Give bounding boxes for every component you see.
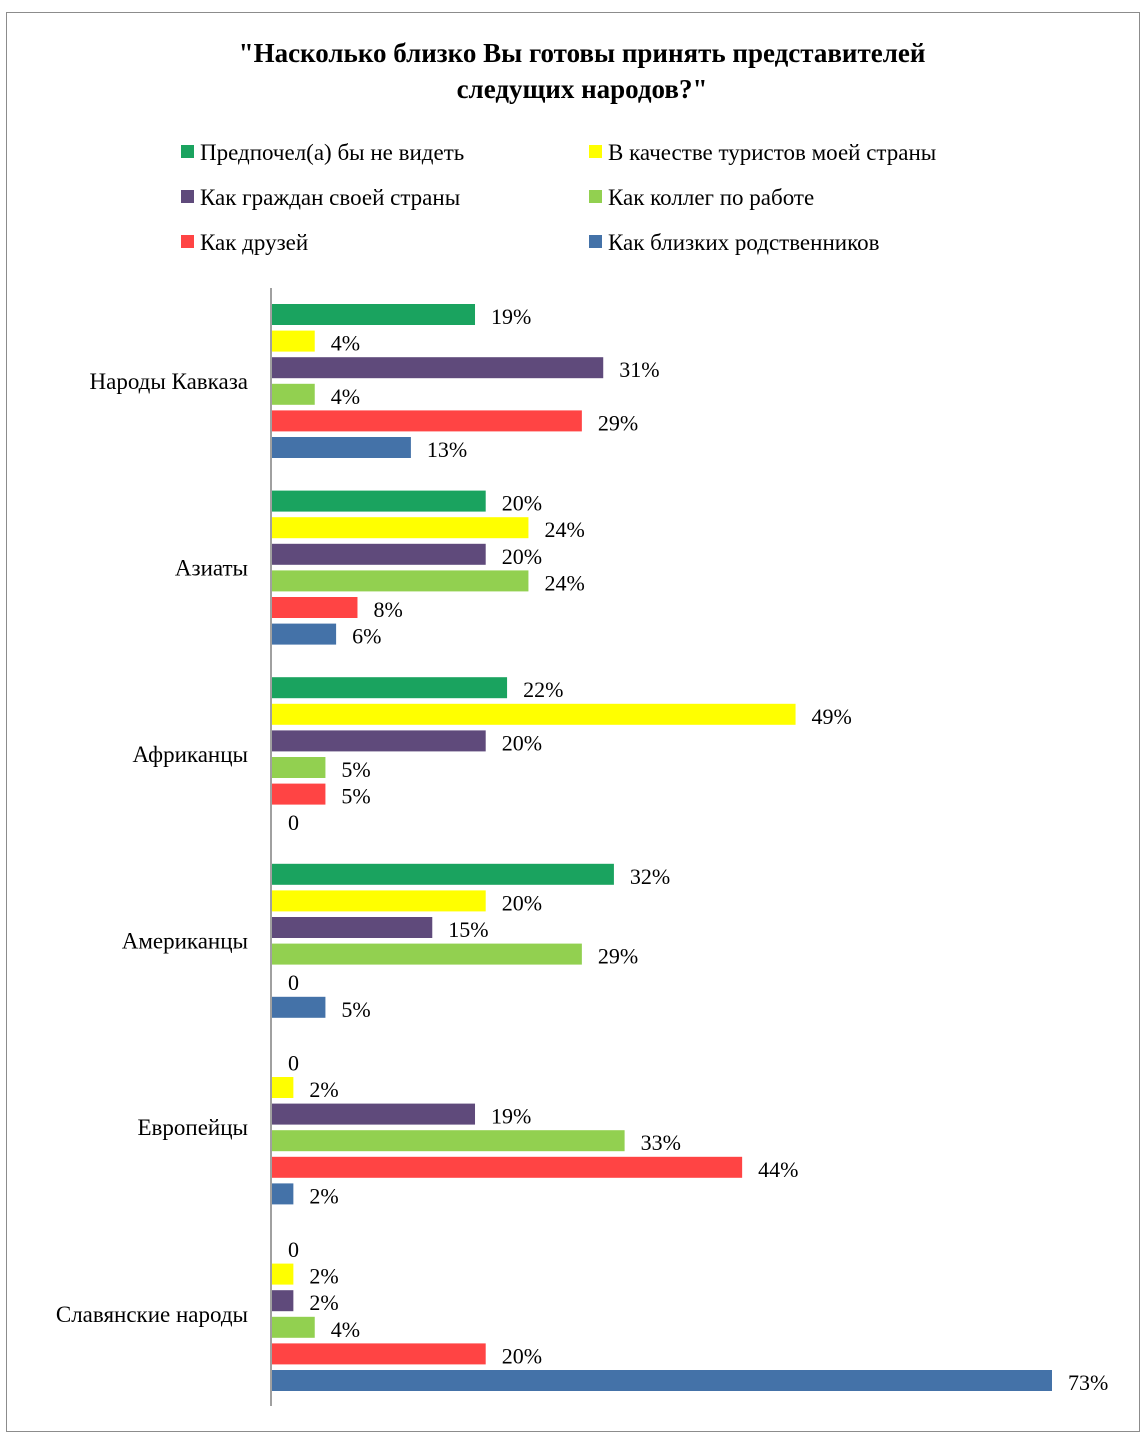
data-label-1-3: 31% <box>619 357 659 382</box>
category-label-2: Азиаты <box>175 555 248 580</box>
bar-2-6 <box>272 623 337 645</box>
bar-3-1 <box>272 677 508 699</box>
data-label-6-6: 73% <box>1068 1370 1108 1395</box>
data-label-5-5: 44% <box>758 1157 798 1182</box>
data-label-3-6: 0 <box>288 810 299 835</box>
bar-3-5 <box>272 783 326 805</box>
category-label-6: Славянские народы <box>56 1302 248 1327</box>
data-label-6-5: 20% <box>502 1343 542 1368</box>
bar-1-6 <box>272 437 411 458</box>
bar-6-4 <box>272 1316 315 1338</box>
data-label-6-3: 2% <box>309 1290 338 1315</box>
bar-1-5 <box>272 410 582 432</box>
legend-label-6: Как близких родственников <box>608 230 880 255</box>
data-label-4-1: 32% <box>630 864 670 889</box>
data-label-2-1: 20% <box>502 491 542 516</box>
bar-1-1 <box>272 304 476 325</box>
bar-2-3 <box>272 543 486 565</box>
bar-1-4 <box>272 383 315 405</box>
data-label-4-4: 29% <box>598 944 638 969</box>
data-label-4-6: 5% <box>341 997 370 1022</box>
category-label-5: Европейцы <box>138 1115 249 1140</box>
data-label-5-1: 0 <box>288 1050 299 1075</box>
data-label-5-6: 2% <box>309 1183 338 1208</box>
data-label-1-5: 29% <box>598 410 638 435</box>
data-label-4-2: 20% <box>502 890 542 915</box>
legend-label-4: Как коллег по работе <box>608 185 814 210</box>
category-label-3: Африканцы <box>132 742 248 767</box>
bar-6-5 <box>272 1343 486 1365</box>
data-label-1-1: 19% <box>491 304 531 329</box>
bar-5-6 <box>272 1183 294 1205</box>
data-label-4-3: 15% <box>448 917 488 942</box>
bar-2-4 <box>272 570 529 592</box>
bar-6-6 <box>272 1370 1052 1391</box>
legend-swatch-5 <box>181 235 194 248</box>
data-label-4-5: 0 <box>288 970 299 995</box>
bar-2-5 <box>272 597 358 618</box>
data-label-2-3: 20% <box>502 544 542 569</box>
bar-6-3 <box>272 1290 294 1312</box>
category-label-1: Народы Кавказа <box>90 369 249 394</box>
data-label-5-3: 19% <box>491 1104 531 1129</box>
data-label-1-2: 4% <box>331 331 360 356</box>
bar-1-2 <box>272 330 315 352</box>
bars <box>272 304 1052 1391</box>
bar-5-2 <box>272 1077 294 1098</box>
legend-swatch-6 <box>589 235 602 248</box>
data-label-1-4: 4% <box>331 384 360 409</box>
legend-swatch-4 <box>589 190 602 203</box>
bar-3-2 <box>272 703 796 725</box>
data-label-3-2: 49% <box>812 704 852 729</box>
data-label-6-2: 2% <box>309 1264 338 1289</box>
legend-label-5: Как друзей <box>200 230 308 255</box>
bar-6-2 <box>272 1263 294 1285</box>
chart-title-line-1: "Насколько близко Вы готовы принять пред… <box>239 38 926 68</box>
bar-2-2 <box>272 517 529 539</box>
legend: Предпочел(а) бы не видеть В качестве тури… <box>181 140 936 255</box>
data-label-5-2: 2% <box>309 1077 338 1102</box>
data-label-3-4: 5% <box>341 757 370 782</box>
data-label-3-3: 20% <box>502 730 542 755</box>
data-label-2-2: 24% <box>544 517 584 542</box>
legend-swatch-1 <box>181 145 194 158</box>
bar-4-1 <box>272 863 614 885</box>
bar-1-3 <box>272 357 604 379</box>
legend-label-3: Как граждан своей страны <box>200 185 460 210</box>
data-label-2-5: 8% <box>373 597 402 622</box>
bar-5-3 <box>272 1103 476 1125</box>
legend-label-2: В качестве туристов моей страны <box>608 140 936 165</box>
chart-title-line-2: следущих народов?" <box>457 74 708 104</box>
data-label-6-1: 0 <box>288 1237 299 1262</box>
data-label-6-4: 4% <box>331 1317 360 1342</box>
data-label-2-4: 24% <box>544 570 584 595</box>
bar-3-3 <box>272 730 486 752</box>
bar-4-4 <box>272 943 582 965</box>
bar-2-1 <box>272 490 486 512</box>
legend-swatch-3 <box>181 190 194 203</box>
data-label-2-6: 6% <box>352 624 381 649</box>
legend-label-1: Предпочел(а) бы не видеть <box>200 140 464 165</box>
legend-swatch-2 <box>589 145 602 158</box>
bar-4-6 <box>272 996 326 1018</box>
chart-title: "Насколько близко Вы готовы принять пред… <box>239 38 926 104</box>
bar-5-5 <box>272 1156 743 1178</box>
data-label-3-5: 5% <box>341 784 370 809</box>
bar-5-4 <box>272 1130 625 1152</box>
bar-3-4 <box>272 757 326 778</box>
data-label-5-4: 33% <box>641 1130 681 1155</box>
data-label-3-1: 22% <box>523 677 563 702</box>
bar-4-2 <box>272 890 486 912</box>
category-labels: Народы Кавказа Азиаты Африканцы Американцы Е… <box>56 369 248 1327</box>
data-label-1-6: 13% <box>427 437 467 462</box>
bar-4-3 <box>272 917 433 938</box>
category-label-4: Американцы <box>122 929 248 954</box>
data-labels: 19%4%31%4%29%13%20%24%20%24%8%6%22%49%20… <box>288 304 1108 1395</box>
